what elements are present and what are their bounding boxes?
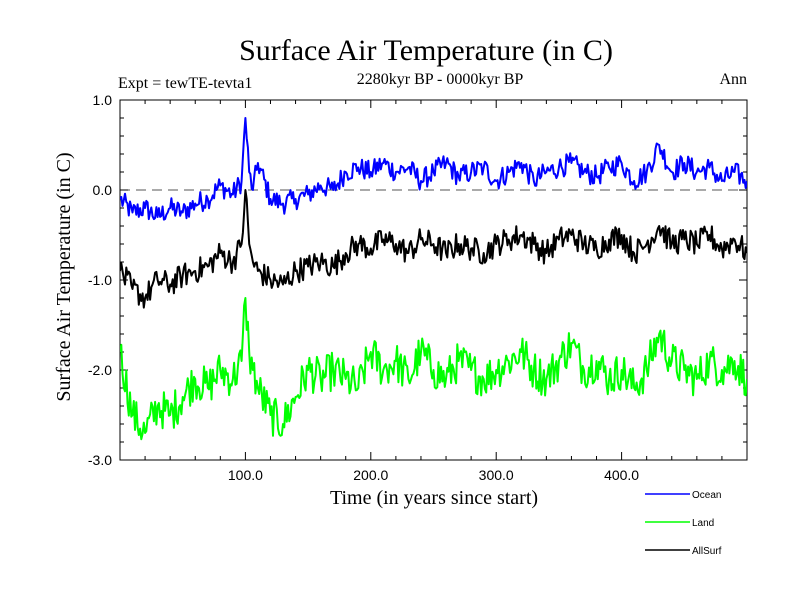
x-tick-label: 100.0 xyxy=(228,467,263,483)
y-tick-label: -3.0 xyxy=(88,452,112,468)
y-tick-label: -1.0 xyxy=(88,272,112,288)
y-axis-label: Surface Air Temperature (in C) xyxy=(53,152,75,401)
expt-label: Expt = tewTE-tevta1 xyxy=(118,75,252,92)
legend-label-ocean: Ocean xyxy=(692,490,721,501)
y-tick-label: 0.0 xyxy=(93,182,113,198)
series-line-land xyxy=(120,297,747,441)
legend-label-allsurf: AllSurf xyxy=(692,546,722,557)
y-tick-label: 1.0 xyxy=(93,92,113,108)
chart-subtitle: 2280kyr BP - 0000kyr BP xyxy=(357,71,524,88)
chart-title: Surface Air Temperature (in C) xyxy=(239,34,613,67)
series-line-ocean xyxy=(120,117,747,221)
x-tick-label: 300.0 xyxy=(479,467,514,483)
plot-frame xyxy=(119,99,748,461)
legend: Ocean Land AllSurf xyxy=(645,490,722,557)
y-tick-label: -2.0 xyxy=(88,362,112,378)
x-axis-label: Time (in years since start) xyxy=(330,487,538,509)
legend-label-land: Land xyxy=(692,518,714,529)
x-tick-label: 200.0 xyxy=(353,467,388,483)
series-line-allsurf xyxy=(120,189,747,309)
season-label: Ann xyxy=(719,71,747,88)
x-tick-label: 400.0 xyxy=(604,467,639,483)
plot-area: 1.0 0.0 -1.0 -2.0 -3.0 100.0 200.0 300.0 400.0 xyxy=(88,92,748,483)
